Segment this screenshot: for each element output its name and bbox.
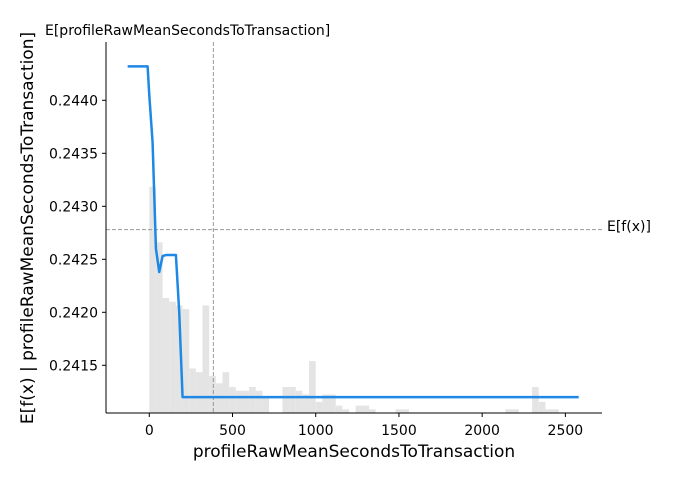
histogram-bar [538,401,546,413]
histogram-bar [552,409,559,413]
y-axis-ticks: 0.2415 0.2420 0.2425 0.2430 0.2435 0.2440 [49,93,106,374]
y-tick-label: 0.2435 [49,146,98,162]
dependence-line-layer [127,65,579,399]
x-tick-label: 0 [145,423,154,439]
histogram-bar [362,405,369,413]
histogram-bar [505,409,513,413]
histogram-bar [195,372,203,413]
histogram-bar [249,387,256,413]
dependence-line [127,65,579,399]
axes [105,42,602,414]
histogram-bar [209,375,216,413]
histogram-bar [255,390,263,413]
histogram-bar [512,409,519,413]
histogram-bar [309,361,316,413]
y-tick-label: 0.2440 [49,93,98,109]
y-tick-label: 0.2420 [49,305,98,321]
histogram-bar [302,394,310,413]
y-tick-label: 0.2430 [49,199,98,215]
histogram-bar [289,387,296,413]
histogram-bar [202,305,210,413]
x-tick-label: 2000 [464,423,500,439]
top-feature-expectation-label: E[profileRawMeanSecondsToTransaction] [45,23,330,39]
y-tick-label: 0.2415 [49,358,98,374]
histogram-bar [295,390,303,413]
histogram-bar [189,368,196,413]
histogram-bar [235,390,243,413]
histogram-bar [355,405,363,413]
histogram-bar [322,394,330,413]
x-tick-label: 1000 [298,423,334,439]
histogram-bar [222,372,230,413]
histogram-bar [149,186,156,413]
x-axis-title: profileRawMeanSecondsToTransaction [193,442,515,462]
y-tick-label: 0.2425 [49,252,98,268]
histogram-bar [335,405,343,413]
histogram-bar [545,409,553,413]
histogram-bar [342,409,350,413]
histogram-bar [262,398,270,413]
x-tick-label: 500 [219,423,246,439]
expected-output-label: E[f(x)] [607,219,651,235]
histogram-bar [242,390,250,413]
x-tick-label: 2500 [548,423,584,439]
histogram-bar [329,394,336,413]
histogram-bar [368,409,376,413]
histogram-bar [315,401,323,413]
histogram-bar [182,309,190,413]
histogram-bar [282,387,290,413]
y-axis-title: E[f(x) | profileRawMeanSecondsToTransact… [18,32,38,424]
reference-lines [106,42,602,413]
histogram-bar [175,305,183,413]
x-axis-ticks: 0 500 1000 1500 2000 2500 [145,413,583,439]
x-tick-label: 1500 [381,423,417,439]
histogram-bar [532,387,539,413]
histogram-bar [155,242,163,413]
histogram-bar [395,409,403,413]
histogram-bar [402,409,409,413]
histogram-bar [162,297,170,413]
histogram-bar [229,387,236,413]
feature-histogram [149,186,559,413]
histogram-bar [169,301,176,413]
